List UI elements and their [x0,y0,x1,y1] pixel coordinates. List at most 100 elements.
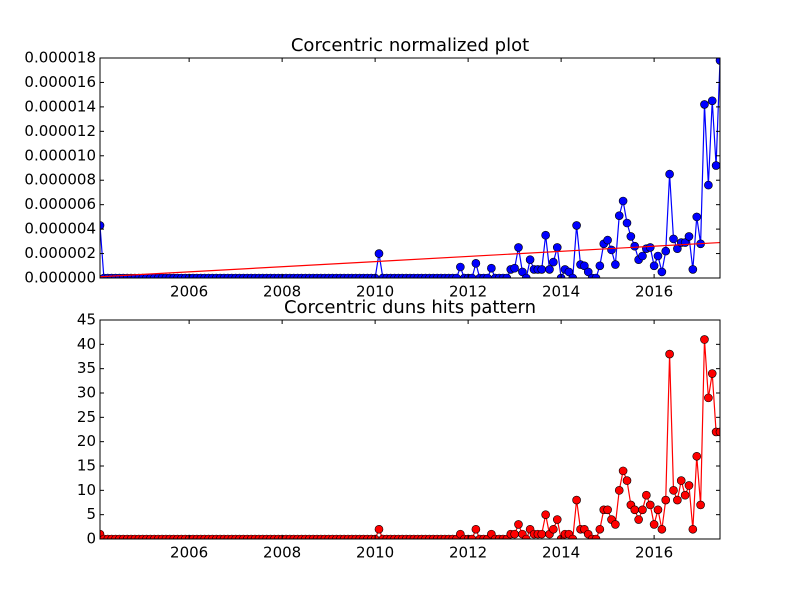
point [514,520,523,529]
point [669,486,678,495]
y-tick-label: 10 [77,481,96,499]
point [638,505,647,515]
point [684,232,694,241]
y-tick-label: 0.000006 [24,195,96,213]
y-tick-label: 0.000010 [24,146,96,164]
x-tick-label: 2008 [263,283,301,301]
plot-area [100,335,720,539]
point [645,500,655,510]
point [622,218,632,228]
point [704,393,713,403]
point [688,265,698,274]
point [673,495,682,505]
axes-frame [99,57,721,279]
point [696,500,705,510]
point [603,235,612,245]
chart-title: Corcentric duns hits pattern [284,297,536,318]
point [661,246,671,256]
point [622,476,632,485]
x-tick-label: 2006 [170,283,208,301]
x-tick-label: 2014 [542,544,580,562]
point [591,273,601,278]
point [580,261,589,271]
y-tick-label: 0.000018 [24,49,96,67]
point [487,263,496,273]
point [700,335,709,344]
point [611,260,620,269]
y-tick-label: 35 [77,359,96,377]
y-tick-label: 30 [77,384,96,402]
point [676,476,686,485]
point [661,495,671,505]
point [614,211,624,220]
point [611,520,620,529]
point [688,524,698,534]
point [603,505,612,515]
x-tick-label: 2012 [449,544,487,562]
y-tick-label: 25 [77,408,96,426]
point [657,524,667,534]
plot-area [100,58,720,278]
x-tick-label: 2014 [542,283,580,301]
series-line [100,339,720,539]
point [618,196,628,206]
point [669,234,678,244]
point [514,243,523,252]
point [537,265,547,274]
point [665,349,674,359]
point [692,212,702,222]
point [467,273,477,278]
y-tick-label: 15 [77,457,96,475]
x-tick-label: 2010 [356,283,394,301]
point [649,520,659,529]
point [552,515,562,524]
point [583,267,593,277]
point [467,534,477,539]
point [483,273,492,278]
point [638,251,647,261]
point [595,261,605,271]
point [572,221,581,230]
point [541,510,550,519]
point [618,466,628,476]
point [502,273,512,278]
point [374,524,384,534]
y-tick-label: 0.000016 [24,73,96,91]
point [471,259,481,268]
x-tick-label: 2010 [356,544,394,562]
y-tick-label: 0 [86,530,96,548]
point [518,267,527,277]
y-tick-label: 0.000008 [24,171,96,189]
point [649,261,659,271]
point [452,273,461,278]
point [521,534,531,539]
point [521,273,531,278]
point [704,180,713,190]
y-tick-label: 20 [77,432,96,450]
point [591,534,601,539]
point [715,427,720,437]
y-tick-label: 40 [77,335,96,353]
point [707,96,717,106]
chart-title: Corcentric normalized plot [291,35,529,56]
y-tick-label: 0.000004 [24,220,96,238]
point [471,524,481,534]
y-tick-label: 0.000000 [24,269,96,287]
point [510,529,519,539]
point [572,495,581,505]
y-tick-label: 0.000012 [24,122,96,140]
point [711,161,720,170]
point [568,534,578,539]
y-tick-label: 5 [86,505,96,523]
point [541,230,550,240]
x-tick-label: 2016 [635,283,673,301]
x-tick-label: 2006 [170,544,208,562]
point [700,100,709,109]
axes-frame [99,319,721,540]
point [456,262,465,272]
y-tick-label: 45 [77,311,96,329]
point [684,481,694,490]
point [645,243,655,252]
y-tick-label: 0.000014 [24,97,96,115]
